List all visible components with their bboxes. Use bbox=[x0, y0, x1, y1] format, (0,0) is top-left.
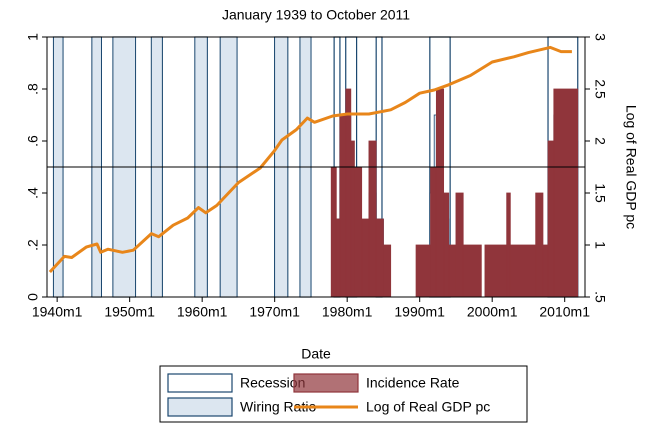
step-bar bbox=[330, 166, 337, 298]
x-tick-label: 2010m1 bbox=[539, 304, 590, 320]
x-axis-label: Date bbox=[301, 346, 331, 362]
step-bar bbox=[506, 192, 511, 298]
step-bar bbox=[368, 140, 377, 298]
step-bar bbox=[335, 218, 341, 298]
step-bar bbox=[354, 166, 363, 298]
step-bar bbox=[339, 114, 347, 298]
step-bar bbox=[415, 244, 431, 298]
y2-tick-label: 1.5 bbox=[592, 183, 608, 203]
legend-label: Log of Real GDP pc bbox=[366, 399, 490, 415]
legend-label: Recession bbox=[240, 375, 305, 391]
step-bar bbox=[383, 244, 392, 298]
x-tick-label: 1960m1 bbox=[177, 304, 228, 320]
y2-axis-label: Log of Real GDP pc bbox=[623, 105, 639, 229]
x-tick-label: 1990m1 bbox=[394, 304, 445, 320]
plot-frame bbox=[46, 36, 586, 298]
legend-swatch bbox=[167, 397, 233, 417]
gdp-line bbox=[48, 45, 572, 274]
step-bar bbox=[542, 244, 549, 298]
step-bar bbox=[553, 88, 579, 298]
step-bar bbox=[535, 192, 544, 298]
x-tick-label: 1980m1 bbox=[322, 304, 373, 320]
x-tick-label: 1970m1 bbox=[249, 304, 300, 320]
chart-title: January 1939 to October 2011 bbox=[222, 7, 410, 23]
step-bar bbox=[361, 218, 370, 298]
x-tick-label: 1940m1 bbox=[32, 304, 83, 320]
step-bar bbox=[350, 140, 355, 298]
x-tick-label: 2000m1 bbox=[467, 304, 518, 320]
y-tick-label: .4 bbox=[25, 187, 41, 199]
y-tick-label: 0 bbox=[25, 293, 41, 301]
step-bar bbox=[430, 166, 437, 298]
step-bar bbox=[448, 244, 457, 298]
y2-tick-label: .5 bbox=[592, 291, 608, 303]
y-tick-label: .2 bbox=[25, 239, 41, 251]
step-bar bbox=[455, 192, 464, 298]
step-bar bbox=[375, 218, 384, 298]
y-tick-label: 1 bbox=[25, 33, 41, 41]
step-bar bbox=[509, 244, 537, 298]
y2-tick-label: 2 bbox=[592, 137, 608, 145]
x-tick-label: 1950m1 bbox=[104, 304, 155, 320]
legend-label: Wiring Ratio bbox=[240, 399, 316, 415]
legend-label: Incidence Rate bbox=[366, 375, 460, 391]
step-bar bbox=[484, 244, 508, 298]
step-bar bbox=[462, 244, 482, 298]
step-bar bbox=[443, 192, 450, 298]
legend-swatch bbox=[167, 373, 233, 393]
step-bar bbox=[547, 140, 555, 298]
y2-tick-label: 2.5 bbox=[592, 79, 608, 99]
y-tick-label: .8 bbox=[25, 83, 41, 95]
legend-swatch bbox=[293, 373, 359, 393]
y2-tick-label: 1 bbox=[592, 241, 608, 249]
y2-tick-label: 3 bbox=[592, 33, 608, 41]
step-bar bbox=[345, 88, 352, 298]
y-tick-label: .6 bbox=[25, 135, 41, 147]
step-bar bbox=[435, 88, 445, 298]
